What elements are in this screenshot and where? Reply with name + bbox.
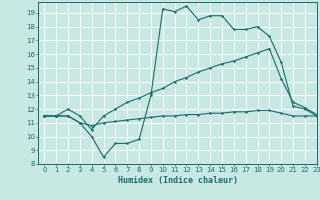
X-axis label: Humidex (Indice chaleur): Humidex (Indice chaleur) [118, 176, 238, 185]
